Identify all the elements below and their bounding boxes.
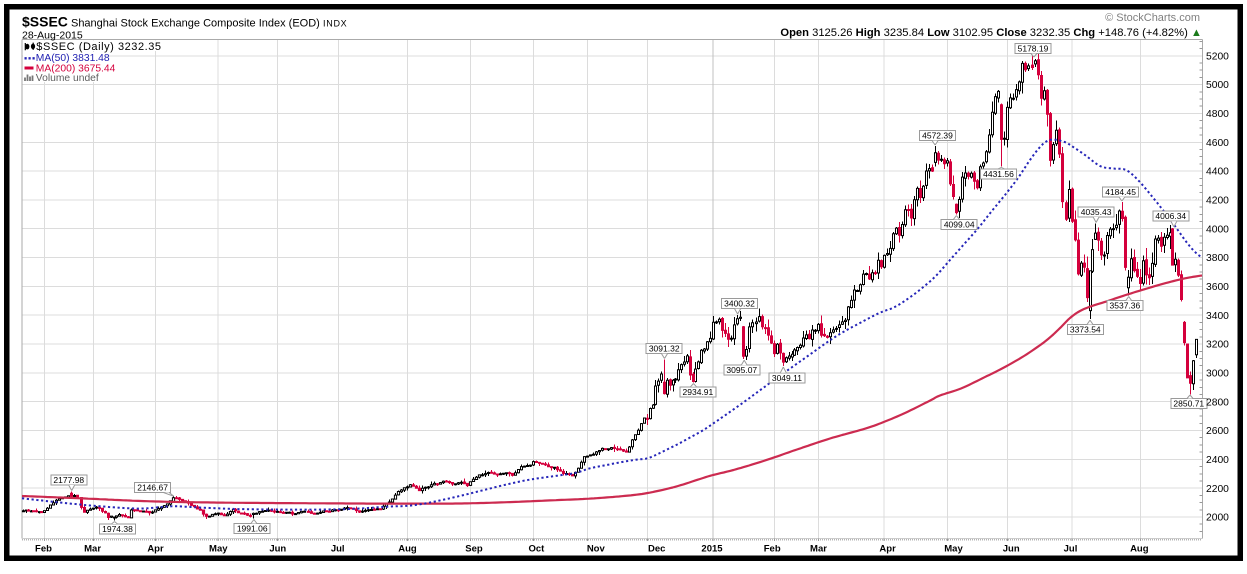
svg-text:Mar: Mar [84, 544, 101, 555]
svg-text:Feb: Feb [35, 544, 52, 555]
svg-text:1974.38: 1974.38 [102, 524, 133, 534]
svg-text:Volume undef: Volume undef [36, 73, 99, 84]
svg-text:2850.71: 2850.71 [1173, 399, 1204, 409]
svg-text:Apr: Apr [147, 544, 164, 555]
svg-text:Feb: Feb [764, 544, 781, 555]
svg-text:3400: 3400 [1206, 311, 1229, 322]
svg-text:Sep: Sep [465, 544, 483, 555]
svg-text:4006.34: 4006.34 [1155, 211, 1186, 221]
svg-text:2600: 2600 [1206, 426, 1229, 437]
svg-text:Dec: Dec [648, 544, 665, 555]
svg-text:Jul: Jul [331, 544, 345, 555]
svg-text:3600: 3600 [1206, 282, 1229, 293]
svg-text:3091.32: 3091.32 [649, 344, 680, 354]
svg-text:3095.07: 3095.07 [726, 365, 757, 375]
svg-text:3373.54: 3373.54 [1070, 325, 1101, 335]
svg-text:Aug: Aug [398, 544, 417, 555]
svg-text:4000: 4000 [1206, 224, 1229, 235]
svg-text:5200: 5200 [1206, 51, 1229, 62]
svg-text:2934.91: 2934.91 [683, 387, 714, 397]
svg-text:MA(200) 3675.44: MA(200) 3675.44 [36, 64, 116, 75]
svg-text:4600: 4600 [1206, 138, 1229, 149]
svg-text:Aug: Aug [1130, 544, 1149, 555]
svg-text:28-Aug-2015: 28-Aug-2015 [22, 30, 83, 42]
svg-text:Nov: Nov [587, 544, 606, 555]
svg-text:2400: 2400 [1206, 455, 1229, 466]
svg-text:MA(50) 3831.48: MA(50) 3831.48 [36, 53, 110, 64]
svg-text:2000: 2000 [1206, 513, 1229, 524]
svg-text:© StockCharts.com: © StockCharts.com [1105, 12, 1200, 24]
svg-text:3049.11: 3049.11 [772, 373, 802, 383]
svg-text:3537.36: 3537.36 [1110, 301, 1141, 311]
svg-text:Jul: Jul [1064, 544, 1078, 555]
svg-text:2177.98: 2177.98 [53, 475, 84, 485]
svg-text:4400: 4400 [1206, 167, 1229, 178]
svg-text:2146.67: 2146.67 [137, 482, 168, 492]
svg-text:Mar: Mar [810, 544, 827, 555]
svg-text:2015: 2015 [701, 544, 723, 555]
svg-text:Apr: Apr [879, 544, 896, 555]
svg-text:May: May [209, 544, 228, 555]
svg-text:5178.19: 5178.19 [1018, 44, 1049, 54]
svg-text:3800: 3800 [1206, 253, 1229, 264]
svg-text:4800: 4800 [1206, 109, 1229, 120]
svg-text:4200: 4200 [1206, 196, 1229, 207]
svg-text:5000: 5000 [1206, 80, 1229, 91]
svg-text:3400.32: 3400.32 [724, 299, 755, 309]
svg-text:May: May [944, 544, 963, 555]
svg-text:2200: 2200 [1206, 484, 1229, 495]
svg-text:$SSEC Shanghai Stock Exchange: $SSEC Shanghai Stock Exchange Composite … [22, 14, 347, 30]
svg-text:4184.45: 4184.45 [1105, 187, 1136, 197]
svg-text:1991.06: 1991.06 [237, 524, 268, 534]
svg-text:Jun: Jun [269, 544, 286, 555]
svg-text:4431.56: 4431.56 [983, 169, 1014, 179]
svg-text:3000: 3000 [1206, 369, 1229, 380]
svg-text:4099.04: 4099.04 [944, 219, 975, 229]
svg-text:Oct: Oct [528, 544, 545, 555]
svg-text:4572.39: 4572.39 [922, 131, 953, 141]
svg-text:3200: 3200 [1206, 340, 1229, 351]
svg-text:$SSEC (Daily) 3232.35: $SSEC (Daily) 3232.35 [36, 41, 161, 53]
svg-text:Jun: Jun [1003, 544, 1020, 555]
svg-text:4035.43: 4035.43 [1081, 207, 1112, 217]
svg-text:2800: 2800 [1206, 397, 1229, 408]
svg-text:Open 3125.26 High 3235.84 Low: Open 3125.26 High 3235.84 Low 3102.95 Cl… [780, 27, 1202, 39]
